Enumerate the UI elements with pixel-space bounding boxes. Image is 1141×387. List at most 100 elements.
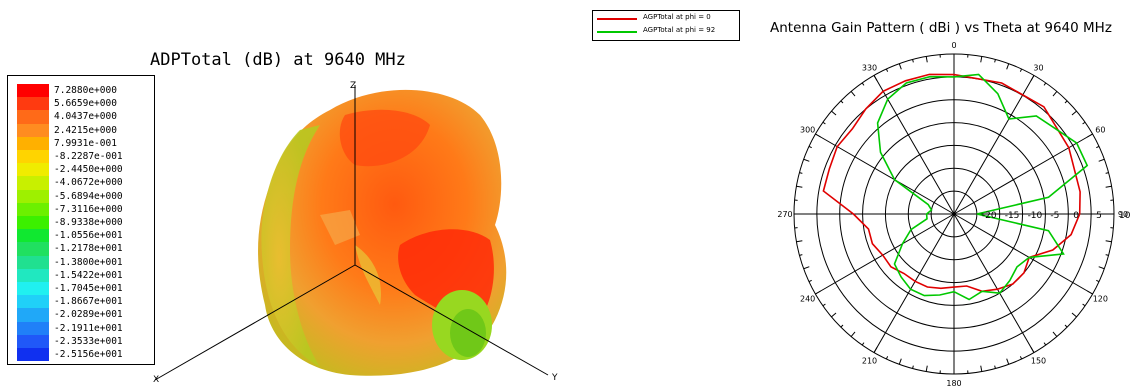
grid-tick xyxy=(925,365,928,372)
legend-value: -1.7045e+001 xyxy=(54,283,123,294)
grid-tick xyxy=(912,59,914,63)
angle-tick-label: 180 xyxy=(946,379,961,387)
grid-tick xyxy=(799,172,803,174)
grid-tick xyxy=(840,100,844,104)
3d-pattern-plot: Z X Y xyxy=(153,81,558,385)
grid-tick xyxy=(815,290,821,295)
grid-tick xyxy=(1052,331,1058,337)
legend-row: 7.2880e+000 xyxy=(14,84,152,98)
grid-tick xyxy=(1006,358,1010,365)
polar-chart-title: Antenna Gain Pattern ( dBi ) vs Theta at… xyxy=(770,20,1112,36)
grid-tick xyxy=(1043,342,1047,346)
grid-tick xyxy=(796,240,803,243)
pattern-surface xyxy=(258,89,507,376)
legend-swatch xyxy=(17,110,49,124)
legend-row: -1.5422e+001 xyxy=(14,268,152,282)
radial-tick-label: 10 xyxy=(1119,211,1131,221)
grid-spoke xyxy=(953,133,1093,215)
legend-swatch xyxy=(17,189,49,203)
grid-tick xyxy=(831,110,837,116)
legend-swatch xyxy=(17,348,49,362)
grid-tick xyxy=(1105,172,1109,174)
axis-label-z: Z xyxy=(350,81,356,91)
angle-tick-label: 270 xyxy=(777,210,792,219)
grid-spoke xyxy=(873,213,955,353)
legend-row: -1.7045e+001 xyxy=(14,282,152,296)
grid-spoke xyxy=(953,213,1093,295)
grid-spoke xyxy=(953,75,1035,215)
legend-row: -4.0672e+000 xyxy=(14,176,152,190)
legend-value: 4.0437e+000 xyxy=(54,111,117,123)
legend-row: -2.1911e+001 xyxy=(14,321,152,335)
legend-label-phi-0: AGPTotal at phi = 0 xyxy=(643,13,711,21)
legend-value: -1.0556e+001 xyxy=(54,230,123,242)
grid-spoke xyxy=(953,213,1035,353)
grid-tick xyxy=(1087,133,1093,138)
grid-tick xyxy=(1098,266,1105,270)
legend-row: -5.6894e+000 xyxy=(14,189,152,203)
angle-tick-label: 30 xyxy=(1033,64,1043,73)
radial-tick-label: -10 xyxy=(1028,211,1043,221)
legend-row: -2.5156e+001 xyxy=(14,348,152,362)
grid-tick xyxy=(1019,68,1023,72)
legend-row: -8.9338e+000 xyxy=(14,216,152,230)
legend-swatch xyxy=(17,295,49,309)
grid-tick xyxy=(980,365,983,372)
grid-tick xyxy=(796,185,803,188)
series-line-phi-92 xyxy=(876,73,1089,301)
legend-value: 7.9931e-001 xyxy=(54,137,117,149)
grid-tick xyxy=(803,158,810,162)
legend-value: -8.9338e+000 xyxy=(54,217,123,228)
grid-tick xyxy=(1064,324,1068,328)
legend-value: -8.2287e-001 xyxy=(54,151,123,162)
legend-row: -2.3533e+001 xyxy=(14,334,152,348)
grid-tick xyxy=(1064,100,1068,104)
legend-swatch xyxy=(17,255,49,269)
legend-value: -1.5422e+001 xyxy=(54,269,123,281)
grid-tick xyxy=(1019,356,1023,360)
grid-tick xyxy=(885,68,889,72)
axis-label-y: Y xyxy=(551,373,558,383)
legend-value: -5.6894e+000 xyxy=(54,190,123,202)
legend-swatch xyxy=(17,84,49,98)
grid-tick xyxy=(1043,82,1047,86)
grid-tick xyxy=(1096,145,1100,149)
grid-tick xyxy=(1096,279,1100,283)
legend-row: 5.6659e+000 xyxy=(14,97,152,111)
legend-value: 2.4215e+000 xyxy=(54,124,117,136)
radial-tick-label: 0 xyxy=(1073,211,1079,221)
legend-row: -1.0556e+001 xyxy=(14,229,152,243)
grid-spoke xyxy=(815,213,955,295)
legend-row: 7.9931e-001 xyxy=(14,136,152,150)
polar-gain-chart: 0 30 60 90 120 150 180 210 240 270 300 330 -20 -15 -10… xyxy=(777,41,1131,387)
legend-entry-phi-0: AGPTotal at phi = 0 xyxy=(597,13,737,25)
grid-tick xyxy=(873,347,878,353)
grid-tick xyxy=(898,63,902,70)
legend-row: -8.2287e-001 xyxy=(14,150,152,164)
legend-line-green xyxy=(597,31,637,33)
grid-spoke xyxy=(815,133,955,215)
grid-tick xyxy=(994,365,996,369)
grid-tick xyxy=(1030,347,1035,353)
legend-value: 7.2880e+000 xyxy=(54,85,117,96)
legend-swatch xyxy=(17,229,49,243)
radial-tick-label: 5 xyxy=(1096,211,1102,221)
legend-entry-phi-92: AGPTotal at phi = 92 xyxy=(597,26,737,38)
legend-label-phi-92: AGPTotal at phi = 92 xyxy=(643,26,716,34)
legend-value: -2.4450e+000 xyxy=(54,164,123,176)
legend-swatch xyxy=(17,334,49,348)
legend-swatch xyxy=(17,176,49,190)
legend-value: -1.8667e+001 xyxy=(54,296,123,308)
legend-swatch xyxy=(17,163,49,177)
angle-tick-label: 60 xyxy=(1095,126,1105,135)
grid-tick xyxy=(873,75,878,81)
grid-tick xyxy=(885,356,889,360)
legend-value: -1.3800e+001 xyxy=(54,256,123,268)
coordinate-axes xyxy=(154,85,549,381)
legend-row: 4.0437e+000 xyxy=(14,110,152,124)
legend-swatch xyxy=(17,308,49,322)
radial-tick-label: -15 xyxy=(1005,211,1020,221)
grid-tick xyxy=(912,365,914,369)
plot-title-3d: ADPTotal (dB) at 9640 MHz xyxy=(150,50,406,70)
grid-tick xyxy=(1105,185,1112,188)
